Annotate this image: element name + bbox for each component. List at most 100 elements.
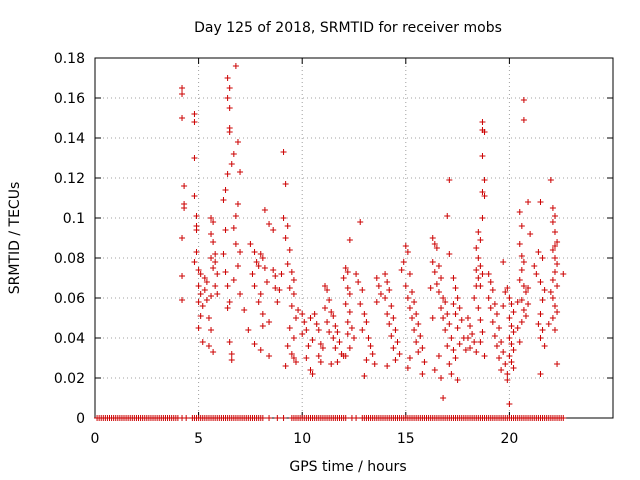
data-point bbox=[477, 237, 484, 243]
data-point bbox=[309, 337, 316, 343]
data-point bbox=[535, 321, 542, 327]
data-point bbox=[413, 339, 420, 345]
data-point bbox=[504, 377, 511, 383]
data-point bbox=[392, 357, 399, 363]
y-tick-labels: 0 0.02 0.04 0.06 0.08 0.1 0.12 0.14 0.16 0.18 bbox=[54, 51, 85, 427]
y-tick-label: 0.14 bbox=[54, 131, 85, 147]
data-point bbox=[226, 129, 233, 135]
data-point bbox=[382, 271, 389, 277]
data-point bbox=[224, 171, 231, 177]
x-tick-label: 10 bbox=[293, 431, 311, 447]
data-point bbox=[382, 295, 389, 301]
data-point bbox=[363, 357, 370, 363]
axis-ticks bbox=[94, 57, 613, 419]
data-point bbox=[479, 215, 486, 221]
data-point bbox=[311, 311, 318, 317]
data-point bbox=[245, 327, 252, 333]
data-point bbox=[357, 219, 364, 225]
baseline-point bbox=[274, 415, 281, 421]
data-point bbox=[537, 371, 544, 377]
data-point bbox=[409, 289, 416, 295]
data-point bbox=[214, 291, 221, 297]
data-point bbox=[286, 325, 293, 331]
y-tick-label: 0.02 bbox=[54, 371, 85, 387]
data-point bbox=[230, 277, 237, 283]
data-point bbox=[255, 299, 262, 305]
data-point bbox=[467, 345, 474, 351]
data-point bbox=[493, 311, 500, 317]
data-point bbox=[195, 325, 202, 331]
y-tick-label: 0.1 bbox=[63, 211, 85, 227]
data-point bbox=[500, 349, 507, 355]
data-point bbox=[446, 177, 453, 183]
data-point bbox=[431, 241, 438, 247]
data-point bbox=[438, 275, 445, 281]
data-point bbox=[317, 359, 324, 365]
data-point bbox=[334, 359, 341, 365]
data-point bbox=[326, 297, 333, 303]
data-point bbox=[473, 349, 480, 355]
data-point bbox=[330, 313, 337, 319]
data-point bbox=[330, 335, 337, 341]
data-point bbox=[545, 321, 552, 327]
data-point bbox=[193, 213, 200, 219]
data-point bbox=[220, 197, 227, 203]
y-tick-label: 0 bbox=[76, 411, 85, 427]
data-point bbox=[479, 119, 486, 125]
data-point bbox=[525, 301, 532, 307]
data-point bbox=[197, 291, 204, 297]
data-point bbox=[462, 347, 469, 353]
data-point bbox=[303, 327, 310, 333]
data-point bbox=[413, 311, 420, 317]
data-point bbox=[284, 223, 291, 229]
data-point bbox=[324, 287, 331, 293]
data-point bbox=[257, 251, 264, 257]
data-point bbox=[448, 371, 455, 377]
data-point bbox=[390, 315, 397, 321]
data-point bbox=[467, 323, 474, 329]
data-point bbox=[261, 207, 268, 213]
data-point bbox=[520, 259, 527, 265]
data-point bbox=[326, 329, 333, 335]
data-point bbox=[514, 299, 521, 305]
data-point bbox=[456, 305, 463, 311]
data-point bbox=[456, 341, 463, 347]
data-point bbox=[551, 243, 558, 249]
data-point bbox=[369, 351, 376, 357]
data-point bbox=[539, 255, 546, 261]
data-point bbox=[518, 297, 525, 303]
baseline-point bbox=[266, 415, 273, 421]
data-point bbox=[431, 367, 438, 373]
data-point bbox=[498, 367, 505, 373]
data-point bbox=[500, 259, 507, 265]
data-point bbox=[527, 231, 534, 237]
data-point bbox=[520, 283, 527, 289]
y-tick-label: 0.08 bbox=[54, 251, 85, 267]
x-tick-label: 0 bbox=[91, 431, 100, 447]
data-point bbox=[496, 355, 503, 361]
data-point bbox=[344, 319, 351, 325]
data-point bbox=[375, 283, 382, 289]
data-point bbox=[541, 343, 548, 349]
data-point bbox=[288, 303, 295, 309]
data-point bbox=[551, 327, 558, 333]
data-point bbox=[477, 283, 484, 289]
data-point bbox=[344, 269, 351, 275]
data-point bbox=[222, 187, 229, 193]
data-point bbox=[344, 331, 351, 337]
data-point bbox=[518, 223, 525, 229]
data-point bbox=[510, 347, 517, 353]
data-point bbox=[520, 307, 527, 313]
data-point bbox=[253, 259, 260, 265]
data-point bbox=[290, 291, 297, 297]
data-point bbox=[226, 339, 233, 345]
data-point bbox=[452, 285, 459, 291]
data-point bbox=[444, 343, 451, 349]
data-point bbox=[390, 345, 397, 351]
data-point bbox=[508, 359, 515, 365]
data-point bbox=[481, 177, 488, 183]
data-point bbox=[359, 327, 366, 333]
y-tick-label: 0.04 bbox=[54, 331, 85, 347]
data-point bbox=[464, 335, 471, 341]
